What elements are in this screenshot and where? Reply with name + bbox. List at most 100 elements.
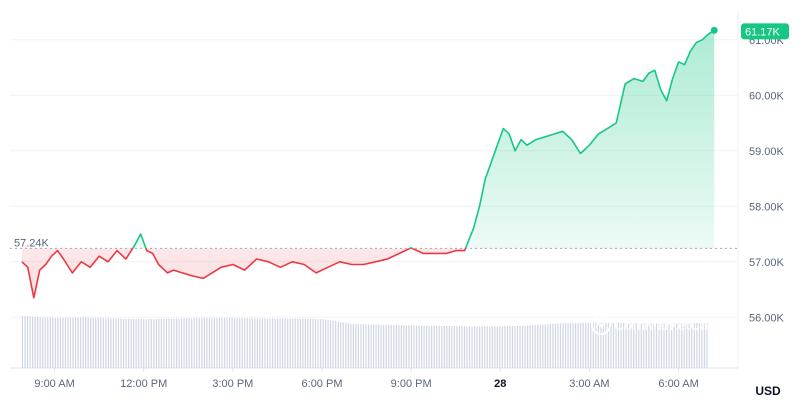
- volume-bar: [554, 323, 557, 368]
- volume-bar: [241, 318, 243, 368]
- volume-bar: [183, 318, 185, 368]
- volume-bar: [31, 316, 34, 368]
- volume-bar: [112, 318, 115, 368]
- volume-bar: [259, 318, 261, 368]
- volume-bar: [244, 318, 246, 368]
- volume-bar: [317, 319, 319, 368]
- volume-bar: [133, 318, 135, 368]
- last-price-marker: 61.17K: [710, 23, 789, 40]
- volume-bar: [595, 322, 597, 368]
- volume-bar: [324, 319, 327, 368]
- volume-bar: [617, 322, 620, 368]
- volume-bar: [246, 318, 248, 368]
- volume-bar: [706, 322, 708, 368]
- volume-bar: [681, 323, 683, 368]
- volume-bar: [340, 321, 342, 368]
- volume-bar: [269, 318, 271, 368]
- volume-bar: [572, 323, 574, 368]
- volume-bar: [645, 323, 647, 368]
- price-line-down: [21, 248, 467, 299]
- volume-bar: [271, 318, 274, 368]
- volume-bar: [423, 325, 425, 368]
- volume-bar: [562, 323, 564, 368]
- volume-bar: [26, 316, 29, 368]
- volume-bar: [426, 325, 428, 368]
- price-area-down: [21, 248, 466, 298]
- watermark-text: CoinMarketCap: [614, 317, 717, 333]
- volume-bar: [527, 325, 529, 368]
- volume-bar: [216, 318, 218, 368]
- volume-bar: [496, 326, 498, 368]
- volume-bar: [378, 324, 380, 368]
- price-line-up: [131, 29, 715, 249]
- volume-bar: [266, 318, 269, 368]
- volume-bar: [615, 322, 617, 368]
- volume-bar: [582, 322, 584, 368]
- x-tick-label: 9:00 PM: [391, 378, 432, 390]
- volume-bar: [529, 325, 531, 368]
- volume-bar: [663, 323, 665, 368]
- volume-bar: [516, 325, 519, 368]
- volume-bar: [653, 323, 655, 368]
- volume-bar: [650, 323, 652, 368]
- volume-bar: [552, 323, 554, 368]
- volume-bar: [330, 320, 332, 368]
- volume-bar: [658, 323, 660, 368]
- volume-bar: [547, 324, 549, 368]
- y-tick-label: 58.00K: [749, 201, 785, 213]
- volume-bar: [284, 318, 286, 368]
- volume-bar: [62, 317, 64, 368]
- volume-bar: [337, 321, 339, 368]
- volume-bar: [471, 326, 473, 368]
- volume-bar: [37, 316, 39, 368]
- volume-bar: [236, 318, 238, 368]
- volume-bar: [441, 325, 443, 368]
- volume-bar: [350, 323, 352, 368]
- y-tick-label: 56.00K: [749, 312, 785, 324]
- volume-bar: [92, 317, 94, 368]
- y-tick-label: 57.00K: [749, 257, 785, 269]
- volume-bar: [352, 323, 354, 368]
- volume-bar: [287, 318, 289, 368]
- volume-bar: [332, 320, 334, 368]
- volume-bar: [577, 322, 579, 368]
- volume-bar: [625, 322, 627, 368]
- volume-bar: [357, 324, 360, 368]
- volume-bar: [628, 322, 630, 368]
- volume-bar: [57, 318, 59, 368]
- volume-bar: [256, 318, 258, 368]
- volume-bar: [415, 325, 418, 368]
- volume-bar: [72, 317, 74, 368]
- volume-bar: [143, 319, 145, 368]
- volume-bar: [375, 324, 377, 368]
- volume-bar: [448, 326, 450, 368]
- volume-bar: [370, 324, 372, 368]
- volume-bar: [276, 318, 279, 368]
- volume-bar: [537, 324, 539, 368]
- volume-bar: [181, 318, 183, 368]
- volume-bar: [610, 322, 612, 368]
- volume-bar: [77, 317, 79, 368]
- volume-bar: [312, 318, 314, 368]
- volume-bar: [117, 318, 120, 368]
- volume-bar: [559, 323, 562, 368]
- volume-bar: [218, 318, 221, 368]
- volume-bar: [196, 318, 198, 368]
- volume-bar: [140, 319, 142, 368]
- volume-bar: [504, 326, 506, 368]
- volume-bar: [549, 323, 551, 368]
- x-tick-label: 28: [494, 378, 506, 390]
- volume-bar: [239, 318, 241, 368]
- volume-bar: [367, 324, 370, 368]
- volume-bar: [42, 317, 44, 368]
- volume-bar: [463, 326, 466, 368]
- volume-bar: [473, 326, 476, 368]
- volume-bar: [418, 325, 420, 368]
- volume-bar: [476, 326, 478, 368]
- volume-bar: [453, 326, 455, 368]
- volume-bar: [148, 319, 150, 368]
- volume-bar: [120, 318, 122, 368]
- volume-bar: [97, 318, 99, 368]
